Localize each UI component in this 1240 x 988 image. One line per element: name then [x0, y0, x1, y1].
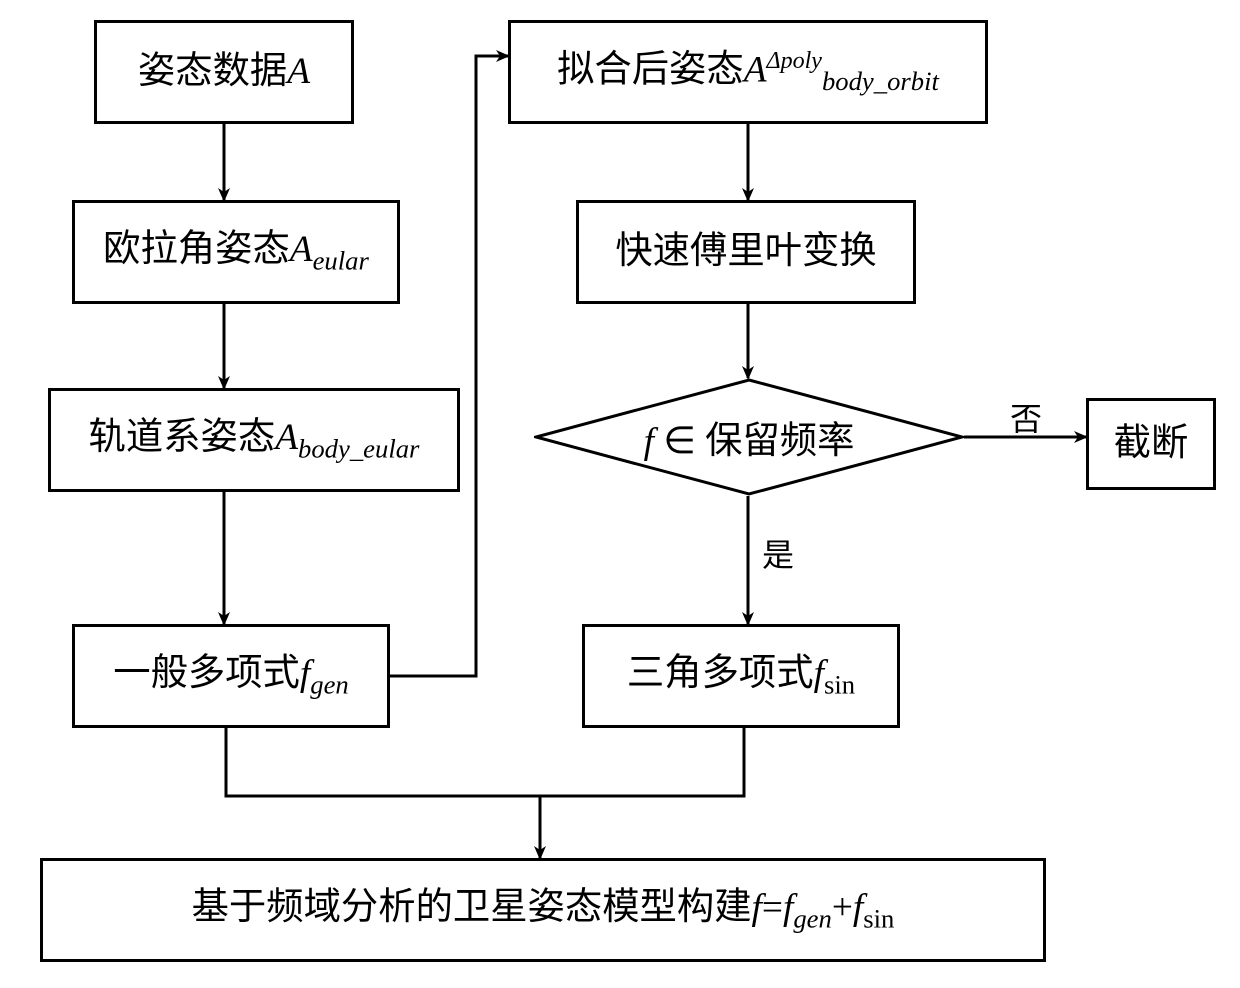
flowchart-stage: 姿态数据A 欧拉角姿态Aeular 轨道系姿态Abody_eular 一般多项式fge…: [0, 0, 1240, 988]
node-fitted-attitude: 拟合后姿态AΔpolybody_orbit: [508, 20, 988, 124]
node-orbit-attitude: 轨道系姿态Abody_eular: [48, 388, 460, 492]
edge-e9b: [540, 728, 744, 796]
edge-e4: [390, 56, 508, 676]
node-truncate: 截断: [1086, 398, 1216, 490]
edge-label-e8: 否: [1010, 394, 1042, 440]
node-fft: 快速傅里叶变换: [576, 200, 916, 304]
edge-e9a: [226, 728, 540, 796]
node-euler-attitude: 欧拉角姿态Aeular: [72, 200, 400, 304]
node-freq-decision: f ∈ 保留频率: [534, 378, 964, 496]
node-general-poly: 一般多项式fgen: [72, 624, 390, 728]
node-attitude-data: 姿态数据A: [94, 20, 354, 124]
edge-label-e7: 是: [762, 530, 794, 576]
node-trig-poly: 三角多项式fsin: [582, 624, 900, 728]
node-model-build: 基于频域分析的卫星姿态模型构建f=fgen+fsin: [40, 858, 1046, 962]
